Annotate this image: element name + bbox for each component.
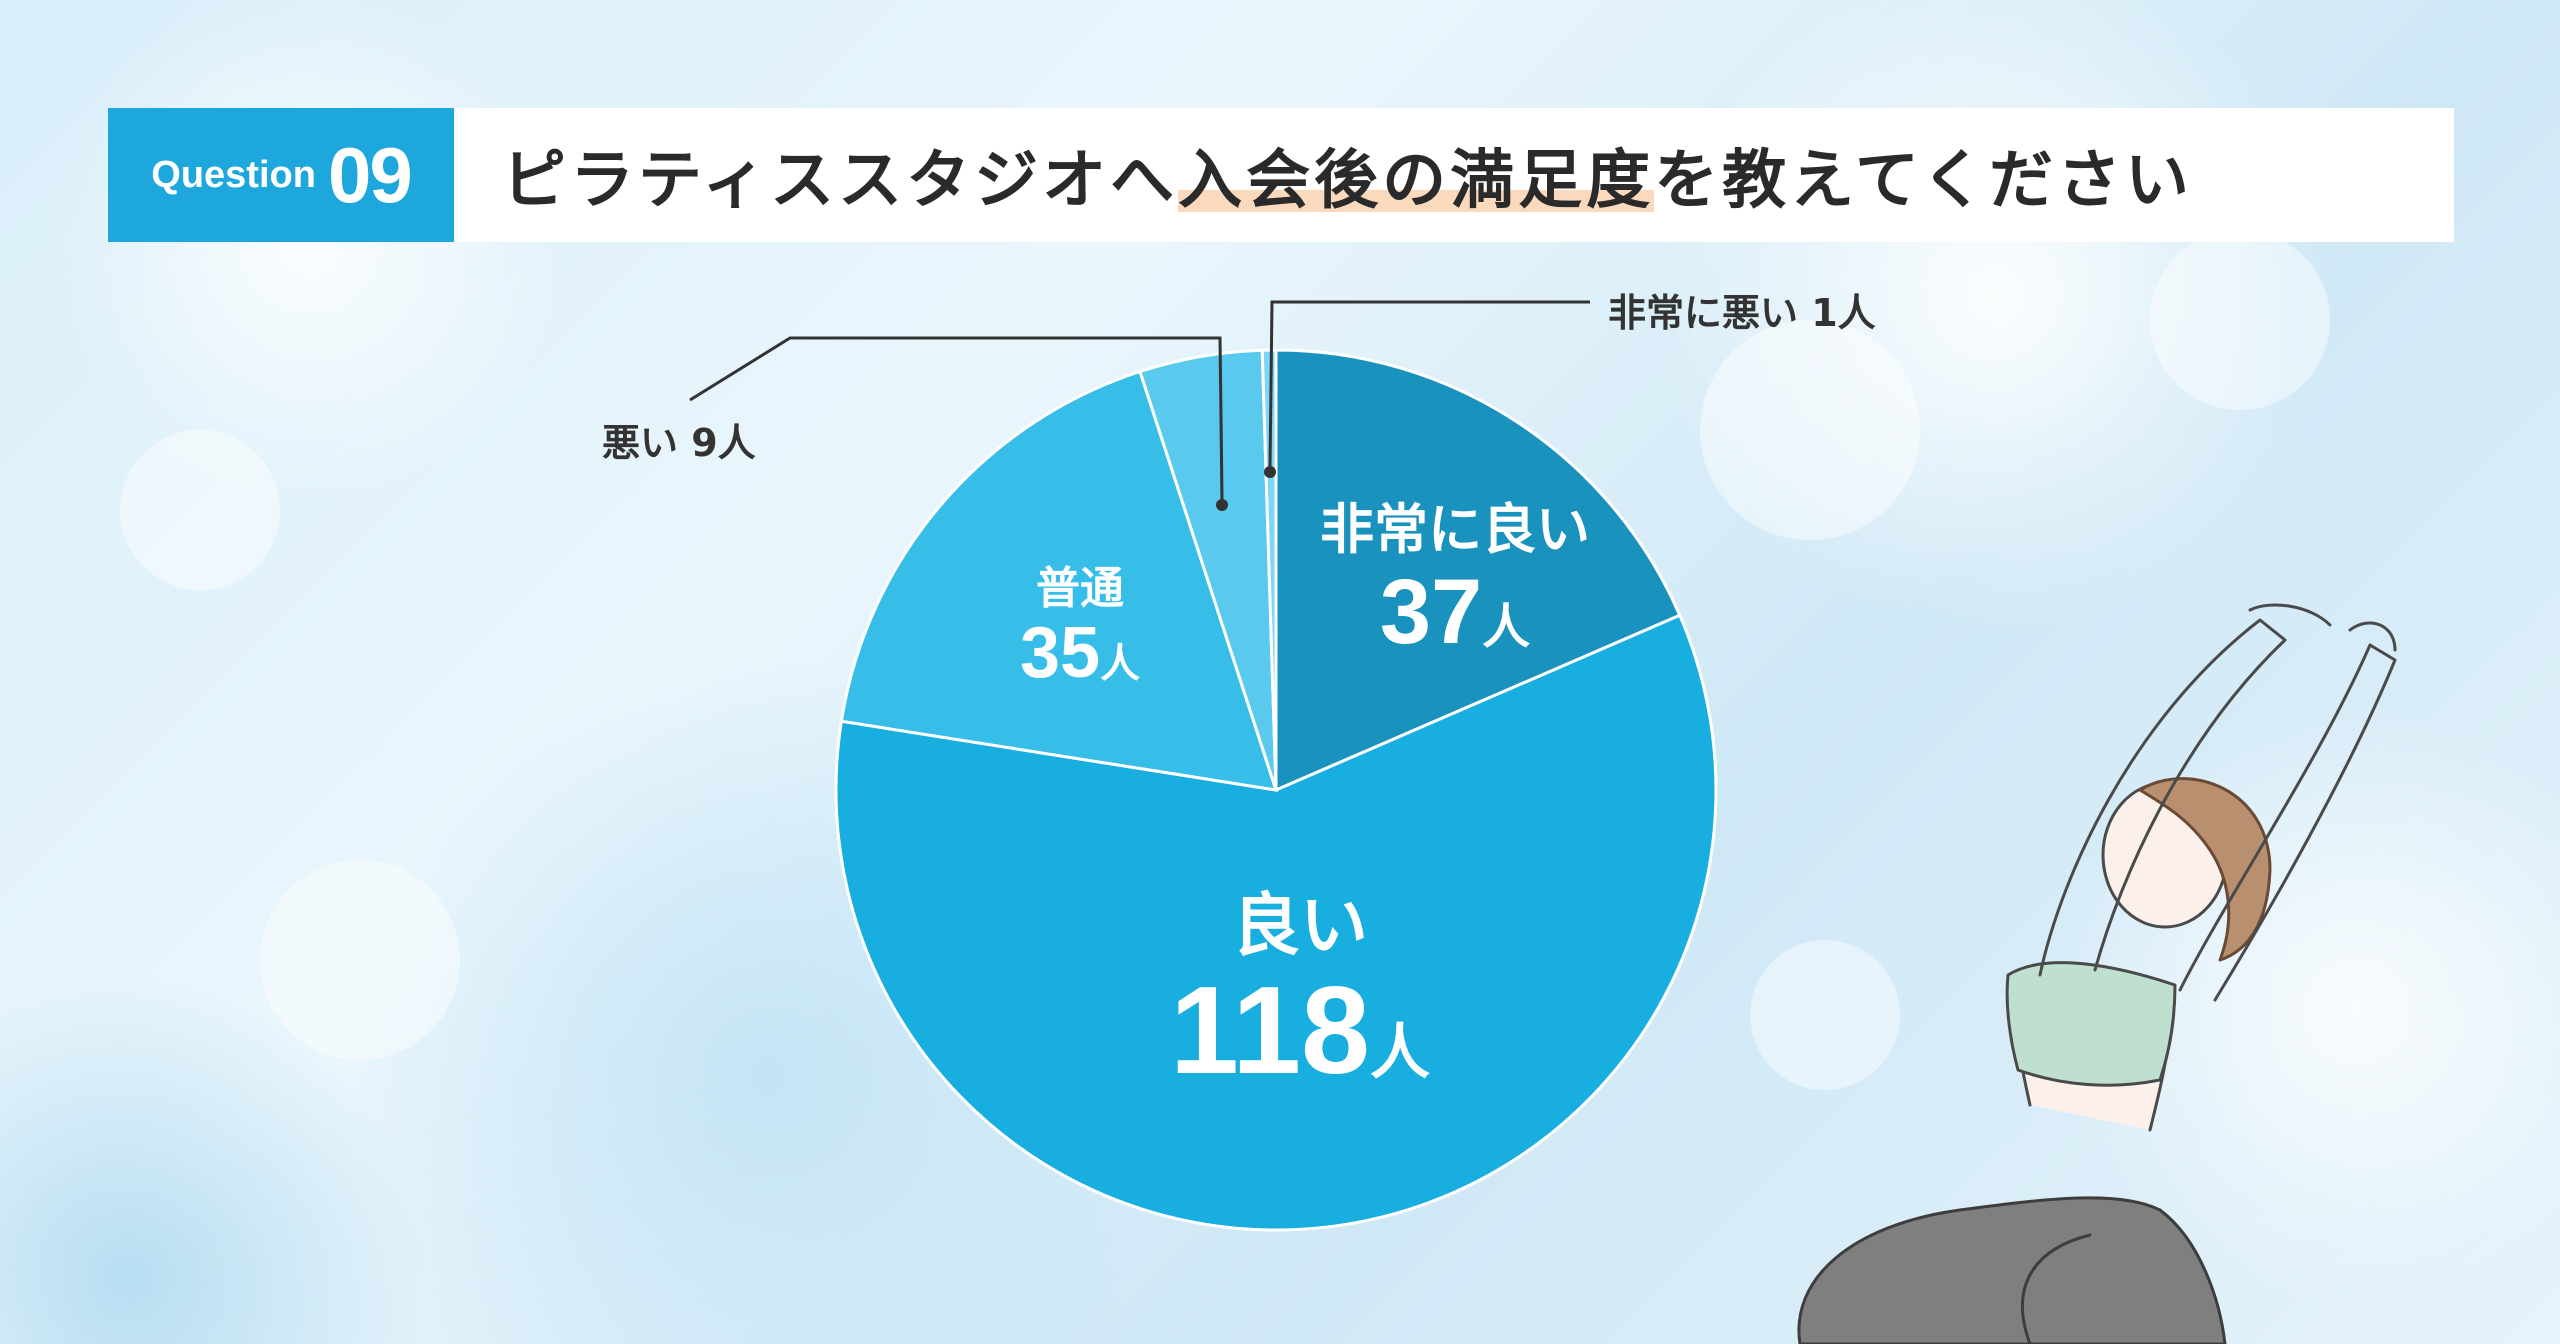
label-very-bad: 非常に悪い 1人: [1608, 291, 1876, 335]
label-very-good-unit: 人: [1482, 599, 1531, 655]
label-normal-value-line: 35人: [1000, 613, 1160, 693]
bokeh-circle: [2150, 230, 2330, 410]
label-good: 良い 118人: [1150, 870, 1450, 1093]
label-normal-name: 普通: [1036, 563, 1124, 614]
label-very-good-name: 非常に良い: [1320, 498, 1590, 561]
bokeh-circle: [1750, 940, 1900, 1090]
title-text-after: を教えてください: [1654, 144, 2194, 218]
leader-line-very-bad: [1268, 300, 1590, 469]
label-normal-value: 35: [1019, 613, 1101, 693]
woman-stretching-illustration: [1797, 603, 2397, 1344]
label-bad: 悪い 9人: [602, 421, 756, 465]
leader-dot-bad: [1216, 499, 1228, 511]
pie-slice-good: [834, 613, 1718, 1232]
leader-dot-very-bad: [1264, 466, 1276, 478]
bokeh-circle: [1700, 320, 1920, 540]
question-number: 09: [327, 130, 413, 219]
pie-slice-very-bad: [1260, 348, 1278, 791]
leader-line-bad: [689, 336, 1224, 501]
question-header: Question 09 ピラティススタジオへ入会後の満足度を教えてください: [108, 108, 2454, 242]
pie-slice-normal: [839, 369, 1279, 792]
label-good-value-line: 118人: [1150, 969, 1450, 1093]
label-good-name: 良い: [1231, 887, 1368, 966]
label-good-value: 118: [1169, 962, 1371, 1100]
label-normal-unit: 人: [1100, 641, 1141, 687]
title-text-before: ピラティススタジオへ: [502, 144, 1179, 218]
bokeh-circle: [260, 860, 460, 1060]
label-very-good: 非常に良い 37人: [1290, 485, 1620, 661]
question-badge: Question 09: [108, 108, 454, 242]
label-very-good-value-line: 37人: [1290, 564, 1620, 661]
bokeh-circle: [120, 430, 280, 590]
label-very-good-value: 37: [1379, 561, 1483, 663]
page-title: ピラティススタジオへ入会後の満足度を教えてください: [502, 129, 2193, 221]
title-highlight: 入会後の満足度: [1178, 144, 1655, 218]
pie-slice-very-good: [1274, 348, 1682, 793]
label-normal: 普通 35人: [1000, 552, 1160, 692]
label-good-unit: 人: [1370, 1018, 1431, 1088]
question-word: Question: [151, 153, 316, 196]
